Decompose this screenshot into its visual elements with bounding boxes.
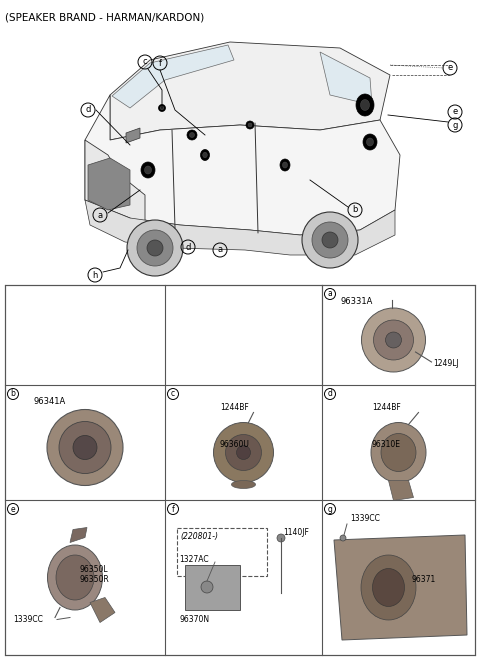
Text: 96370N: 96370N (180, 615, 210, 624)
Text: 1244BF: 1244BF (220, 403, 249, 412)
Circle shape (312, 222, 348, 258)
Text: c: c (143, 58, 147, 66)
Text: a: a (328, 290, 332, 298)
Text: e: e (452, 108, 457, 116)
Ellipse shape (144, 166, 152, 174)
Ellipse shape (372, 568, 405, 606)
Text: 1140JF: 1140JF (283, 528, 309, 537)
Ellipse shape (246, 121, 254, 129)
Text: a: a (97, 210, 103, 219)
Polygon shape (320, 52, 372, 105)
Polygon shape (88, 158, 130, 210)
Circle shape (47, 409, 123, 486)
Circle shape (214, 422, 274, 482)
Ellipse shape (187, 130, 197, 140)
Ellipse shape (283, 162, 288, 168)
Circle shape (361, 308, 425, 372)
Circle shape (127, 220, 183, 276)
Circle shape (59, 422, 111, 474)
Text: 96350R: 96350R (80, 575, 110, 584)
Text: f: f (172, 505, 174, 514)
Circle shape (340, 535, 346, 541)
Ellipse shape (231, 480, 255, 489)
Circle shape (73, 436, 97, 459)
Ellipse shape (361, 555, 416, 620)
Circle shape (147, 240, 163, 256)
Text: 96350L: 96350L (80, 565, 108, 574)
Polygon shape (70, 528, 87, 543)
Ellipse shape (363, 134, 377, 150)
Circle shape (237, 445, 251, 459)
Polygon shape (85, 200, 395, 255)
Text: d: d (85, 106, 91, 114)
Text: 1249LJ: 1249LJ (433, 359, 459, 369)
Ellipse shape (248, 123, 252, 127)
Ellipse shape (56, 555, 94, 600)
Bar (177, 528, 267, 576)
Polygon shape (85, 140, 145, 240)
Polygon shape (110, 42, 390, 140)
Circle shape (137, 230, 173, 266)
Text: a: a (217, 246, 223, 254)
Text: 96331A: 96331A (341, 297, 373, 306)
Polygon shape (90, 597, 115, 622)
Polygon shape (388, 480, 413, 501)
Text: 1327AC: 1327AC (179, 555, 209, 564)
Polygon shape (112, 45, 234, 108)
Text: b: b (11, 390, 15, 399)
Ellipse shape (201, 150, 209, 160)
Ellipse shape (280, 159, 290, 171)
Ellipse shape (367, 138, 373, 146)
Text: (220801-): (220801-) (180, 532, 218, 541)
Ellipse shape (203, 152, 207, 158)
Text: 96360U: 96360U (220, 440, 250, 449)
Text: 96371: 96371 (412, 575, 436, 584)
Text: c: c (171, 390, 175, 399)
Ellipse shape (160, 106, 164, 110)
Circle shape (302, 212, 358, 268)
Text: 96310E: 96310E (372, 440, 401, 449)
Circle shape (322, 232, 338, 248)
Text: 1339CC: 1339CC (350, 514, 380, 523)
Text: 1339CC: 1339CC (13, 615, 43, 624)
Ellipse shape (381, 434, 416, 472)
Polygon shape (85, 95, 400, 235)
Ellipse shape (360, 99, 370, 110)
Bar (185, 565, 240, 610)
Polygon shape (334, 535, 467, 640)
Text: f: f (158, 58, 161, 68)
Text: g: g (452, 120, 458, 129)
Circle shape (385, 332, 401, 348)
Bar (5, 285, 475, 655)
Ellipse shape (190, 133, 194, 137)
Text: h: h (92, 271, 98, 279)
Circle shape (226, 434, 262, 470)
Text: g: g (327, 505, 333, 514)
Circle shape (373, 320, 413, 360)
Text: 1244BF: 1244BF (372, 403, 401, 412)
Text: b: b (352, 206, 358, 214)
Polygon shape (126, 128, 140, 143)
Circle shape (201, 581, 213, 593)
Text: e: e (447, 64, 453, 72)
Circle shape (277, 534, 285, 542)
Text: d: d (185, 242, 191, 252)
Ellipse shape (141, 162, 155, 178)
Text: d: d (327, 390, 333, 399)
Text: 96341A: 96341A (34, 397, 66, 406)
Text: e: e (11, 505, 15, 514)
Ellipse shape (48, 545, 103, 610)
Ellipse shape (371, 422, 426, 482)
Ellipse shape (356, 94, 374, 116)
Ellipse shape (158, 104, 166, 112)
Text: (SPEAKER BRAND - HARMAN/KARDON): (SPEAKER BRAND - HARMAN/KARDON) (5, 12, 204, 22)
